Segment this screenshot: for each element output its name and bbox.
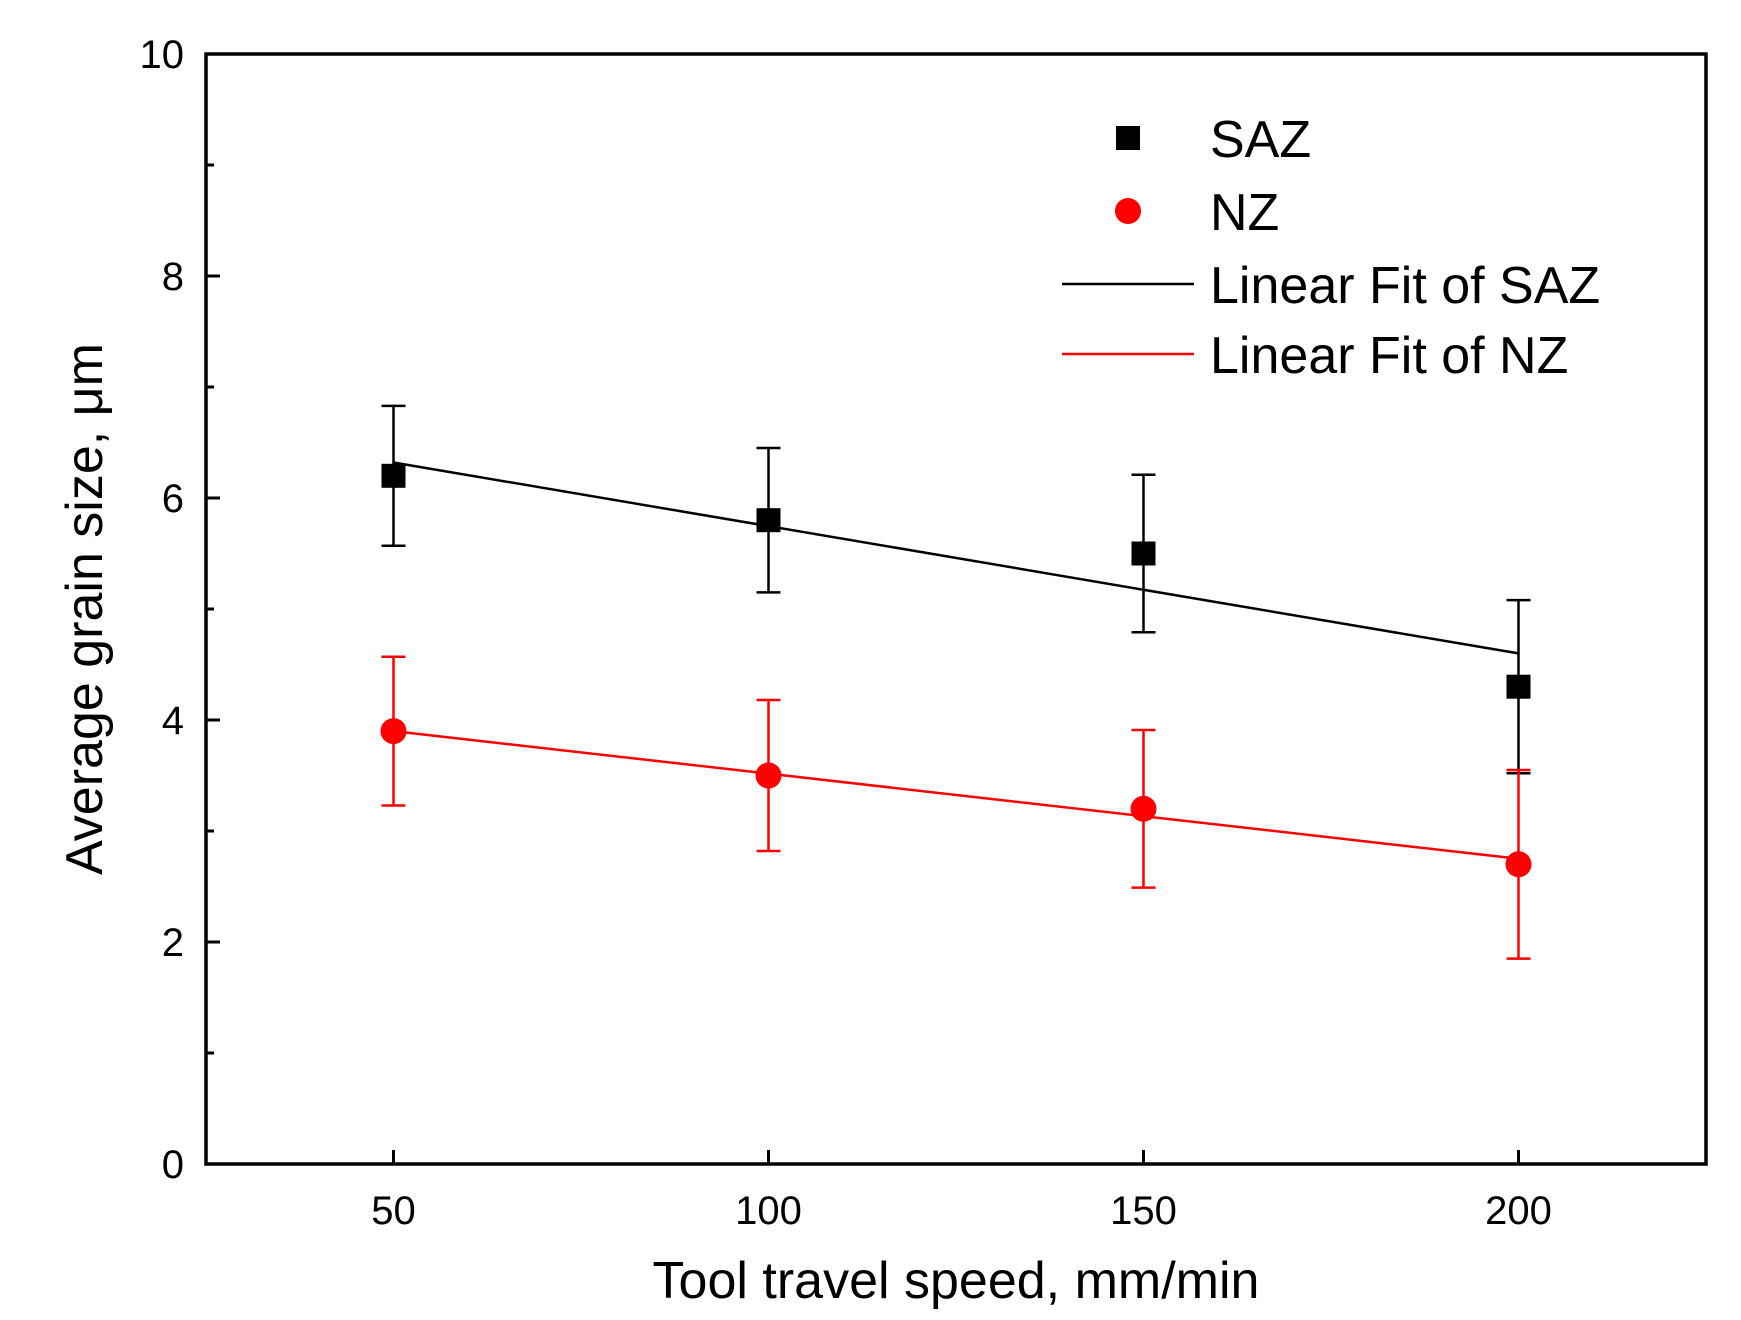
y-axis-title: Average grain size, μm <box>56 343 114 875</box>
x-tick-label: 200 <box>1485 1189 1552 1233</box>
saz-fit-line <box>393 461 1519 655</box>
legend-nz-symbol <box>1115 198 1141 224</box>
legend-nz-label: NZ <box>1210 184 1279 242</box>
legend-saz-symbol <box>1116 126 1140 150</box>
legend: SAZ NZ Linear Fit of SAZ Linear Fit of NZ <box>1062 111 1600 385</box>
y-axis: 0 2 4 6 8 10 <box>140 33 220 1187</box>
saz-point <box>1131 541 1156 566</box>
y-tick-label: 6 <box>162 477 184 521</box>
x-axis: 50 100 150 200 <box>371 1150 1552 1233</box>
plot-frame <box>204 52 1708 1166</box>
nz-point <box>380 718 407 745</box>
saz-point <box>756 508 781 533</box>
nz-point <box>755 762 782 789</box>
x-tick-label: 50 <box>371 1189 416 1233</box>
y-tick-label: 10 <box>140 33 185 77</box>
nz-point <box>1505 851 1532 878</box>
x-tick-label: 100 <box>735 1189 802 1233</box>
fit-lines <box>393 461 1519 860</box>
legend-saz-label: SAZ <box>1210 111 1311 169</box>
x-axis-title: Tool travel speed, mm/min <box>653 1252 1260 1310</box>
y-tick-label: 4 <box>162 699 184 743</box>
legend-nz-fit-label: Linear Fit of NZ <box>1210 327 1568 385</box>
data-markers <box>380 463 1532 878</box>
legend-saz-fit-label: Linear Fit of SAZ <box>1210 257 1600 315</box>
y-tick-label: 8 <box>162 255 184 299</box>
saz-point <box>381 463 406 488</box>
saz-point <box>1506 674 1531 699</box>
nz-point <box>1130 795 1157 822</box>
y-tick-label: 2 <box>162 921 184 965</box>
y-tick-label: 0 <box>162 1143 184 1187</box>
nz-fit-line <box>393 729 1519 860</box>
x-tick-label: 150 <box>1110 1189 1177 1233</box>
